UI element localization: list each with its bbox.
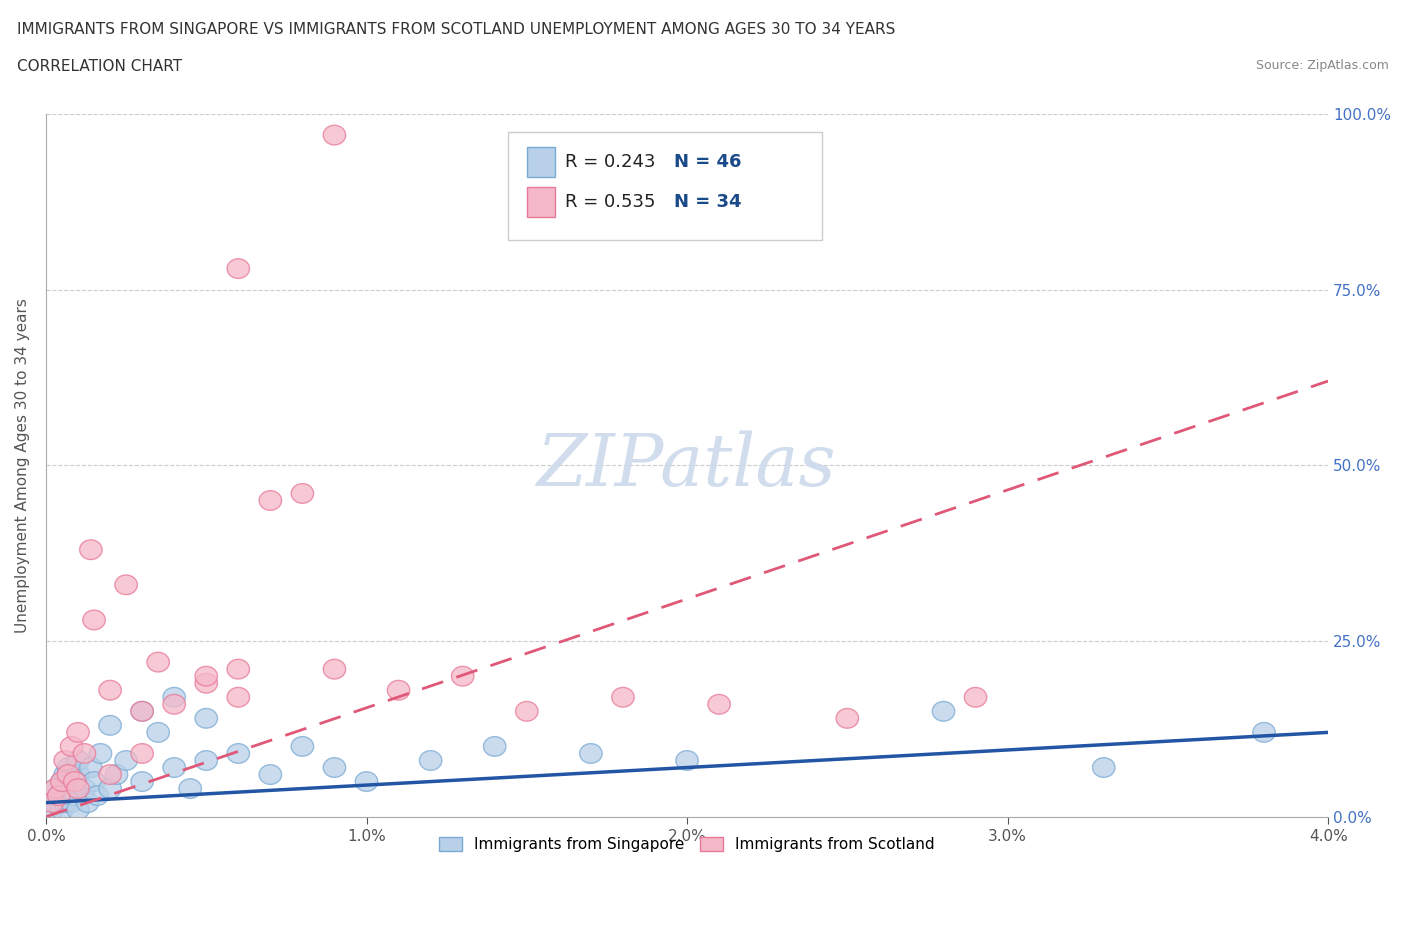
- Text: N = 46: N = 46: [675, 153, 742, 171]
- Ellipse shape: [67, 800, 89, 819]
- Ellipse shape: [419, 751, 441, 770]
- Ellipse shape: [484, 737, 506, 756]
- Ellipse shape: [60, 792, 83, 813]
- Ellipse shape: [195, 709, 218, 728]
- Ellipse shape: [259, 764, 281, 784]
- Text: Source: ZipAtlas.com: Source: ZipAtlas.com: [1256, 59, 1389, 72]
- Ellipse shape: [259, 491, 281, 511]
- Bar: [527, 147, 555, 177]
- Ellipse shape: [89, 744, 111, 764]
- Ellipse shape: [356, 772, 378, 791]
- Ellipse shape: [98, 778, 121, 799]
- Ellipse shape: [228, 744, 249, 764]
- Ellipse shape: [612, 687, 634, 707]
- Ellipse shape: [48, 786, 70, 805]
- Text: CORRELATION CHART: CORRELATION CHART: [17, 59, 181, 73]
- Ellipse shape: [323, 758, 346, 777]
- Ellipse shape: [67, 778, 89, 799]
- Ellipse shape: [51, 772, 73, 791]
- Bar: [527, 187, 555, 217]
- Ellipse shape: [51, 800, 73, 819]
- Text: ZIPatlas: ZIPatlas: [537, 430, 837, 500]
- Ellipse shape: [291, 484, 314, 503]
- Ellipse shape: [163, 758, 186, 777]
- Ellipse shape: [63, 786, 86, 805]
- Ellipse shape: [53, 764, 76, 784]
- Ellipse shape: [45, 792, 67, 813]
- Ellipse shape: [63, 772, 86, 791]
- Ellipse shape: [48, 786, 70, 805]
- Ellipse shape: [148, 652, 169, 672]
- Ellipse shape: [195, 673, 218, 693]
- Ellipse shape: [837, 709, 859, 728]
- Text: R = 0.535: R = 0.535: [565, 193, 655, 211]
- Ellipse shape: [83, 772, 105, 791]
- Ellipse shape: [76, 792, 98, 813]
- Ellipse shape: [67, 751, 89, 770]
- Ellipse shape: [53, 792, 76, 813]
- Ellipse shape: [67, 723, 89, 742]
- Ellipse shape: [105, 764, 128, 784]
- Ellipse shape: [228, 659, 249, 679]
- Ellipse shape: [516, 701, 538, 721]
- Ellipse shape: [676, 751, 699, 770]
- Ellipse shape: [80, 539, 103, 560]
- Text: IMMIGRANTS FROM SINGAPORE VS IMMIGRANTS FROM SCOTLAND UNEMPLOYMENT AMONG AGES 30: IMMIGRANTS FROM SINGAPORE VS IMMIGRANTS …: [17, 22, 896, 37]
- Ellipse shape: [148, 723, 169, 742]
- Ellipse shape: [45, 778, 67, 799]
- Ellipse shape: [41, 792, 63, 813]
- Ellipse shape: [965, 687, 987, 707]
- Ellipse shape: [58, 786, 80, 805]
- Ellipse shape: [80, 758, 103, 777]
- Ellipse shape: [163, 687, 186, 707]
- Ellipse shape: [83, 610, 105, 630]
- Ellipse shape: [98, 681, 121, 700]
- Ellipse shape: [387, 681, 409, 700]
- Y-axis label: Unemployment Among Ages 30 to 34 years: Unemployment Among Ages 30 to 34 years: [15, 298, 30, 632]
- Text: R = 0.243: R = 0.243: [565, 153, 655, 171]
- Ellipse shape: [228, 687, 249, 707]
- Ellipse shape: [73, 778, 96, 799]
- Ellipse shape: [131, 744, 153, 764]
- Ellipse shape: [115, 575, 138, 594]
- Ellipse shape: [131, 701, 153, 721]
- Ellipse shape: [451, 666, 474, 686]
- Legend: Immigrants from Singapore, Immigrants from Scotland: Immigrants from Singapore, Immigrants fr…: [433, 831, 941, 858]
- Ellipse shape: [60, 778, 83, 799]
- Ellipse shape: [60, 737, 83, 756]
- Ellipse shape: [1092, 758, 1115, 777]
- Ellipse shape: [51, 772, 73, 791]
- Ellipse shape: [323, 659, 346, 679]
- Ellipse shape: [323, 126, 346, 145]
- Ellipse shape: [98, 764, 121, 784]
- FancyBboxPatch shape: [508, 131, 821, 241]
- Ellipse shape: [932, 701, 955, 721]
- Ellipse shape: [707, 695, 730, 714]
- Ellipse shape: [291, 737, 314, 756]
- Ellipse shape: [228, 259, 249, 278]
- Ellipse shape: [67, 764, 89, 784]
- Ellipse shape: [45, 778, 67, 799]
- Ellipse shape: [195, 666, 218, 686]
- Text: N = 34: N = 34: [675, 193, 742, 211]
- Ellipse shape: [98, 715, 121, 736]
- Ellipse shape: [41, 800, 63, 819]
- Ellipse shape: [58, 758, 80, 777]
- Ellipse shape: [163, 695, 186, 714]
- Ellipse shape: [195, 751, 218, 770]
- Ellipse shape: [86, 786, 108, 805]
- Ellipse shape: [1253, 723, 1275, 742]
- Ellipse shape: [58, 764, 80, 784]
- Ellipse shape: [579, 744, 602, 764]
- Ellipse shape: [131, 701, 153, 721]
- Ellipse shape: [179, 778, 201, 799]
- Ellipse shape: [73, 744, 96, 764]
- Ellipse shape: [115, 751, 138, 770]
- Ellipse shape: [53, 751, 76, 770]
- Ellipse shape: [131, 772, 153, 791]
